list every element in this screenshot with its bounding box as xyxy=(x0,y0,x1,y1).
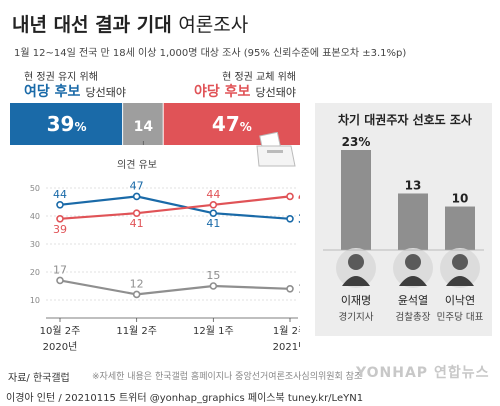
portrait-body xyxy=(446,276,474,286)
side-panel-title: 차기 대권주자 선호도 조사 xyxy=(338,113,472,127)
data-point xyxy=(209,282,218,290)
segment-value-label: 47% xyxy=(212,112,252,136)
bar-value-label: 10 xyxy=(452,192,469,206)
series-line xyxy=(59,279,291,296)
data-label: 44 xyxy=(206,188,220,201)
data-point xyxy=(56,276,64,285)
opposition-candidate-label: 야당 후보 xyxy=(194,84,251,100)
candidate-name: 윤석열 xyxy=(398,294,428,307)
ruling-candidate-label: 여당 후보 xyxy=(24,84,81,100)
series-line xyxy=(59,195,291,220)
data-label: 41 xyxy=(206,217,220,230)
portrait-body xyxy=(342,276,370,286)
data-point xyxy=(132,290,141,299)
data-point xyxy=(209,209,218,218)
candidate-name: 이낙연 xyxy=(445,294,475,307)
series-line xyxy=(59,195,291,220)
bar-value-label: 23% xyxy=(342,135,371,149)
portrait-body xyxy=(399,276,427,286)
y-tick-label: 30 xyxy=(30,240,40,249)
data-label: 39 xyxy=(53,223,67,236)
left-main-label: 여당 후보 당선돼야 xyxy=(24,81,126,101)
bar xyxy=(341,150,371,250)
y-tick-label: 40 xyxy=(30,212,40,221)
portrait-head xyxy=(348,254,364,270)
x-tick-label: 11월 2주 xyxy=(116,325,157,337)
y-tick-label: 50 xyxy=(30,184,40,193)
data-point xyxy=(132,192,141,201)
x-tick-label: 10월 2주 xyxy=(40,325,81,337)
stacked-segment xyxy=(123,103,164,145)
data-point xyxy=(56,214,64,223)
data-point xyxy=(286,214,294,223)
trend-line-chart: 10 20 30 40 50 10월 2주 11월 2주 12월 1주 1월 2주 2020년 20… xyxy=(30,180,300,353)
bar xyxy=(445,206,475,250)
portrait-head xyxy=(405,254,421,270)
bar-value-label: 13 xyxy=(405,178,422,192)
footnote: ※자세한 내용은 한국갤럽 홈페이지나 중앙선거여론조사심의위원회 참조 xyxy=(92,372,363,382)
undecided-label: 의견 유보 xyxy=(117,160,157,171)
segment-value-label: 39% xyxy=(47,112,87,136)
subtitle: 1월 12~14일 전국 만 18세 이상 1,000명 대상 조사 (95% … xyxy=(14,48,407,59)
right-rest-label: 당선돼야 xyxy=(255,86,296,99)
stacked-segment xyxy=(10,103,124,145)
segment-value-label: 14 xyxy=(134,119,154,135)
data-point xyxy=(56,200,64,209)
credit-line: 이경아 인턴 / 20210115 트위터 @yonhap_graphics 페… xyxy=(6,393,364,404)
data-label: 47 xyxy=(130,180,144,192)
candidate-name: 이재명 xyxy=(341,294,371,307)
candidate-role: 검찰총장 xyxy=(396,311,431,323)
data-label: 39% xyxy=(298,212,300,226)
data-label: 44 xyxy=(53,188,67,201)
year-label: 2021년 xyxy=(273,341,300,353)
data-label: 41 xyxy=(130,217,144,230)
portrait-head xyxy=(452,254,468,270)
x-tick-label: 12월 1주 xyxy=(193,325,234,337)
title-suffix: 여론조사 xyxy=(178,14,249,36)
ballot-box-icon xyxy=(256,132,296,167)
y-tick-label: 10 xyxy=(30,296,40,305)
data-label: 14% xyxy=(298,282,300,296)
page-title: 내년 대선 결과 기대 여론조사 xyxy=(12,10,248,37)
right-main-label: 야당 후보 당선돼야 xyxy=(194,81,296,101)
yonhap-watermark: YONHAP 연합뉴스 xyxy=(356,365,490,381)
data-label: 17 xyxy=(53,263,67,276)
candidate-role: 경기지사 xyxy=(339,311,374,323)
right-small-label: 현 정권 교체 위해 xyxy=(222,72,296,83)
data-point xyxy=(286,192,294,201)
data-point xyxy=(286,285,294,293)
y-tick-label: 20 xyxy=(30,268,40,277)
data-label: 12 xyxy=(130,277,144,290)
data-label: 47% xyxy=(298,189,300,203)
x-tick-label: 1월 2주 xyxy=(273,325,300,337)
data-label: 15 xyxy=(206,269,220,282)
left-small-label: 현 정권 유지 위해 xyxy=(24,72,98,83)
title-main-text: 내년 대선 결과 기대 xyxy=(12,14,172,36)
data-point xyxy=(132,209,141,218)
left-rest-label: 당선돼야 xyxy=(85,86,126,99)
candidate-role: 민주당 대표 xyxy=(437,312,484,323)
bar xyxy=(398,193,428,250)
data-point xyxy=(209,200,218,209)
source-label: 자료/ 한국갤럽 xyxy=(8,373,70,384)
year-label: 2020년 xyxy=(43,341,78,353)
